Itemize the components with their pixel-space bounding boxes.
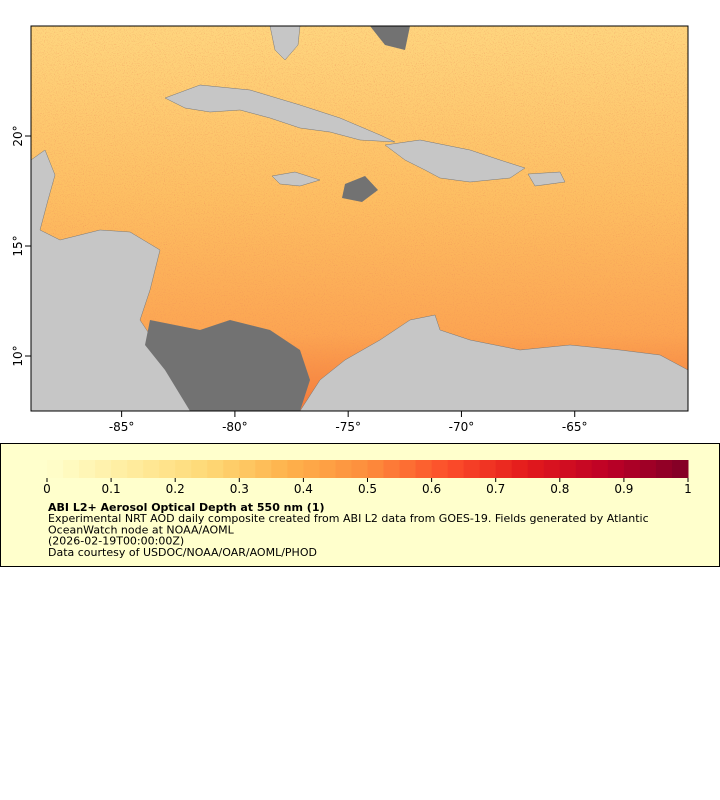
hispaniola [384, 139, 526, 183]
y-tick-label: 20° [11, 125, 25, 146]
colorbar-swatch [159, 460, 176, 478]
colorbar-swatch [527, 460, 545, 478]
legend-line: Experimental NRT AOD daily composite cre… [48, 512, 649, 525]
jamaica [271, 171, 321, 187]
colorbar-swatch [559, 460, 577, 478]
colorbar-swatch [655, 460, 673, 478]
colorbar-swatch [127, 460, 144, 478]
colorbar-tick-label: 0 [43, 482, 51, 496]
map-area [31, 26, 688, 411]
colorbar-swatch [447, 460, 465, 478]
colorbar-title: ABI L2+ Aerosol Optical Depth at 550 nm … [48, 501, 325, 514]
legend-line: (2026-02-19T00:00:00Z) [48, 535, 184, 548]
colorbar-tick-label: 0.7 [486, 482, 505, 496]
map-frame [30, 25, 689, 412]
colorbar-swatch [431, 460, 449, 478]
colorbar-swatch [319, 460, 336, 478]
x-tick-label: -65° [562, 420, 588, 434]
y-tick-label: 10° [11, 345, 25, 366]
colorbar-swatch [607, 460, 625, 478]
colorbar-swatch [111, 460, 128, 478]
colorbar-tick-label: 0.4 [294, 482, 313, 496]
colorbar-tick-label: 0.2 [166, 482, 185, 496]
colorbar-swatch [543, 460, 561, 478]
colorbar-swatch [415, 460, 433, 478]
colorbar-tick-label: 0.8 [550, 482, 569, 496]
colorbar-swatch [367, 460, 385, 478]
cuba [164, 84, 396, 143]
colorbar-swatch [623, 460, 641, 478]
colorbar-swatch [47, 460, 64, 478]
colorbar-tick-label: 0.3 [230, 482, 249, 496]
colorbar-swatch [639, 460, 657, 478]
x-tick-label: -70° [449, 420, 475, 434]
colorbar-tick-label: 0.1 [102, 482, 121, 496]
colorbar-swatch [511, 460, 529, 478]
colorbar-swatch [335, 460, 352, 478]
colorbar-swatch [255, 460, 272, 478]
legend-line: Data courtesy of USDOC/NOAA/OAR/AOML/PHO… [48, 546, 317, 559]
x-tick-label: -75° [335, 420, 361, 434]
colorbar-swatch [95, 460, 112, 478]
y-tick-label: 15° [11, 235, 25, 256]
colorbar-swatch [287, 460, 304, 478]
colorbar-swatch [399, 460, 417, 478]
colorbar-swatch [575, 460, 593, 478]
south-america [299, 314, 688, 411]
colorbar-swatch [303, 460, 320, 478]
colorbar-swatch [175, 460, 192, 478]
colorbar-swatch [383, 460, 401, 478]
colorbar-swatch [79, 460, 96, 478]
colorbar-tick-label: 1 [684, 482, 692, 496]
no-data-area [370, 26, 410, 50]
x-tick-label: -80° [222, 420, 248, 434]
colorbar-tick-label: 0.5 [358, 482, 377, 496]
colorbar-swatch [271, 460, 288, 478]
colorbar-swatch [671, 460, 689, 478]
colorbar-swatch [207, 460, 224, 478]
x-tick-label: -85° [109, 420, 135, 434]
no-data-area [342, 176, 378, 202]
florida [269, 26, 301, 61]
colorbar-swatch [191, 460, 208, 478]
colorbar-swatch [351, 460, 368, 478]
colorbar-swatch [63, 460, 80, 478]
no-data-area [145, 320, 310, 411]
colorbar-swatch [223, 460, 240, 478]
colorbar-swatch [495, 460, 513, 478]
colorbar-swatch [239, 460, 256, 478]
puerto-rico [527, 171, 566, 187]
legend-line: OceanWatch node at NOAA/AOML [48, 523, 235, 536]
colorbar-swatch [591, 460, 609, 478]
colorbar-tick-label: 0.6 [422, 482, 441, 496]
colorbar-swatch [143, 460, 160, 478]
colorbar-swatch [463, 460, 481, 478]
colorbar-swatch [479, 460, 497, 478]
colorbar-tick-label: 0.9 [614, 482, 633, 496]
